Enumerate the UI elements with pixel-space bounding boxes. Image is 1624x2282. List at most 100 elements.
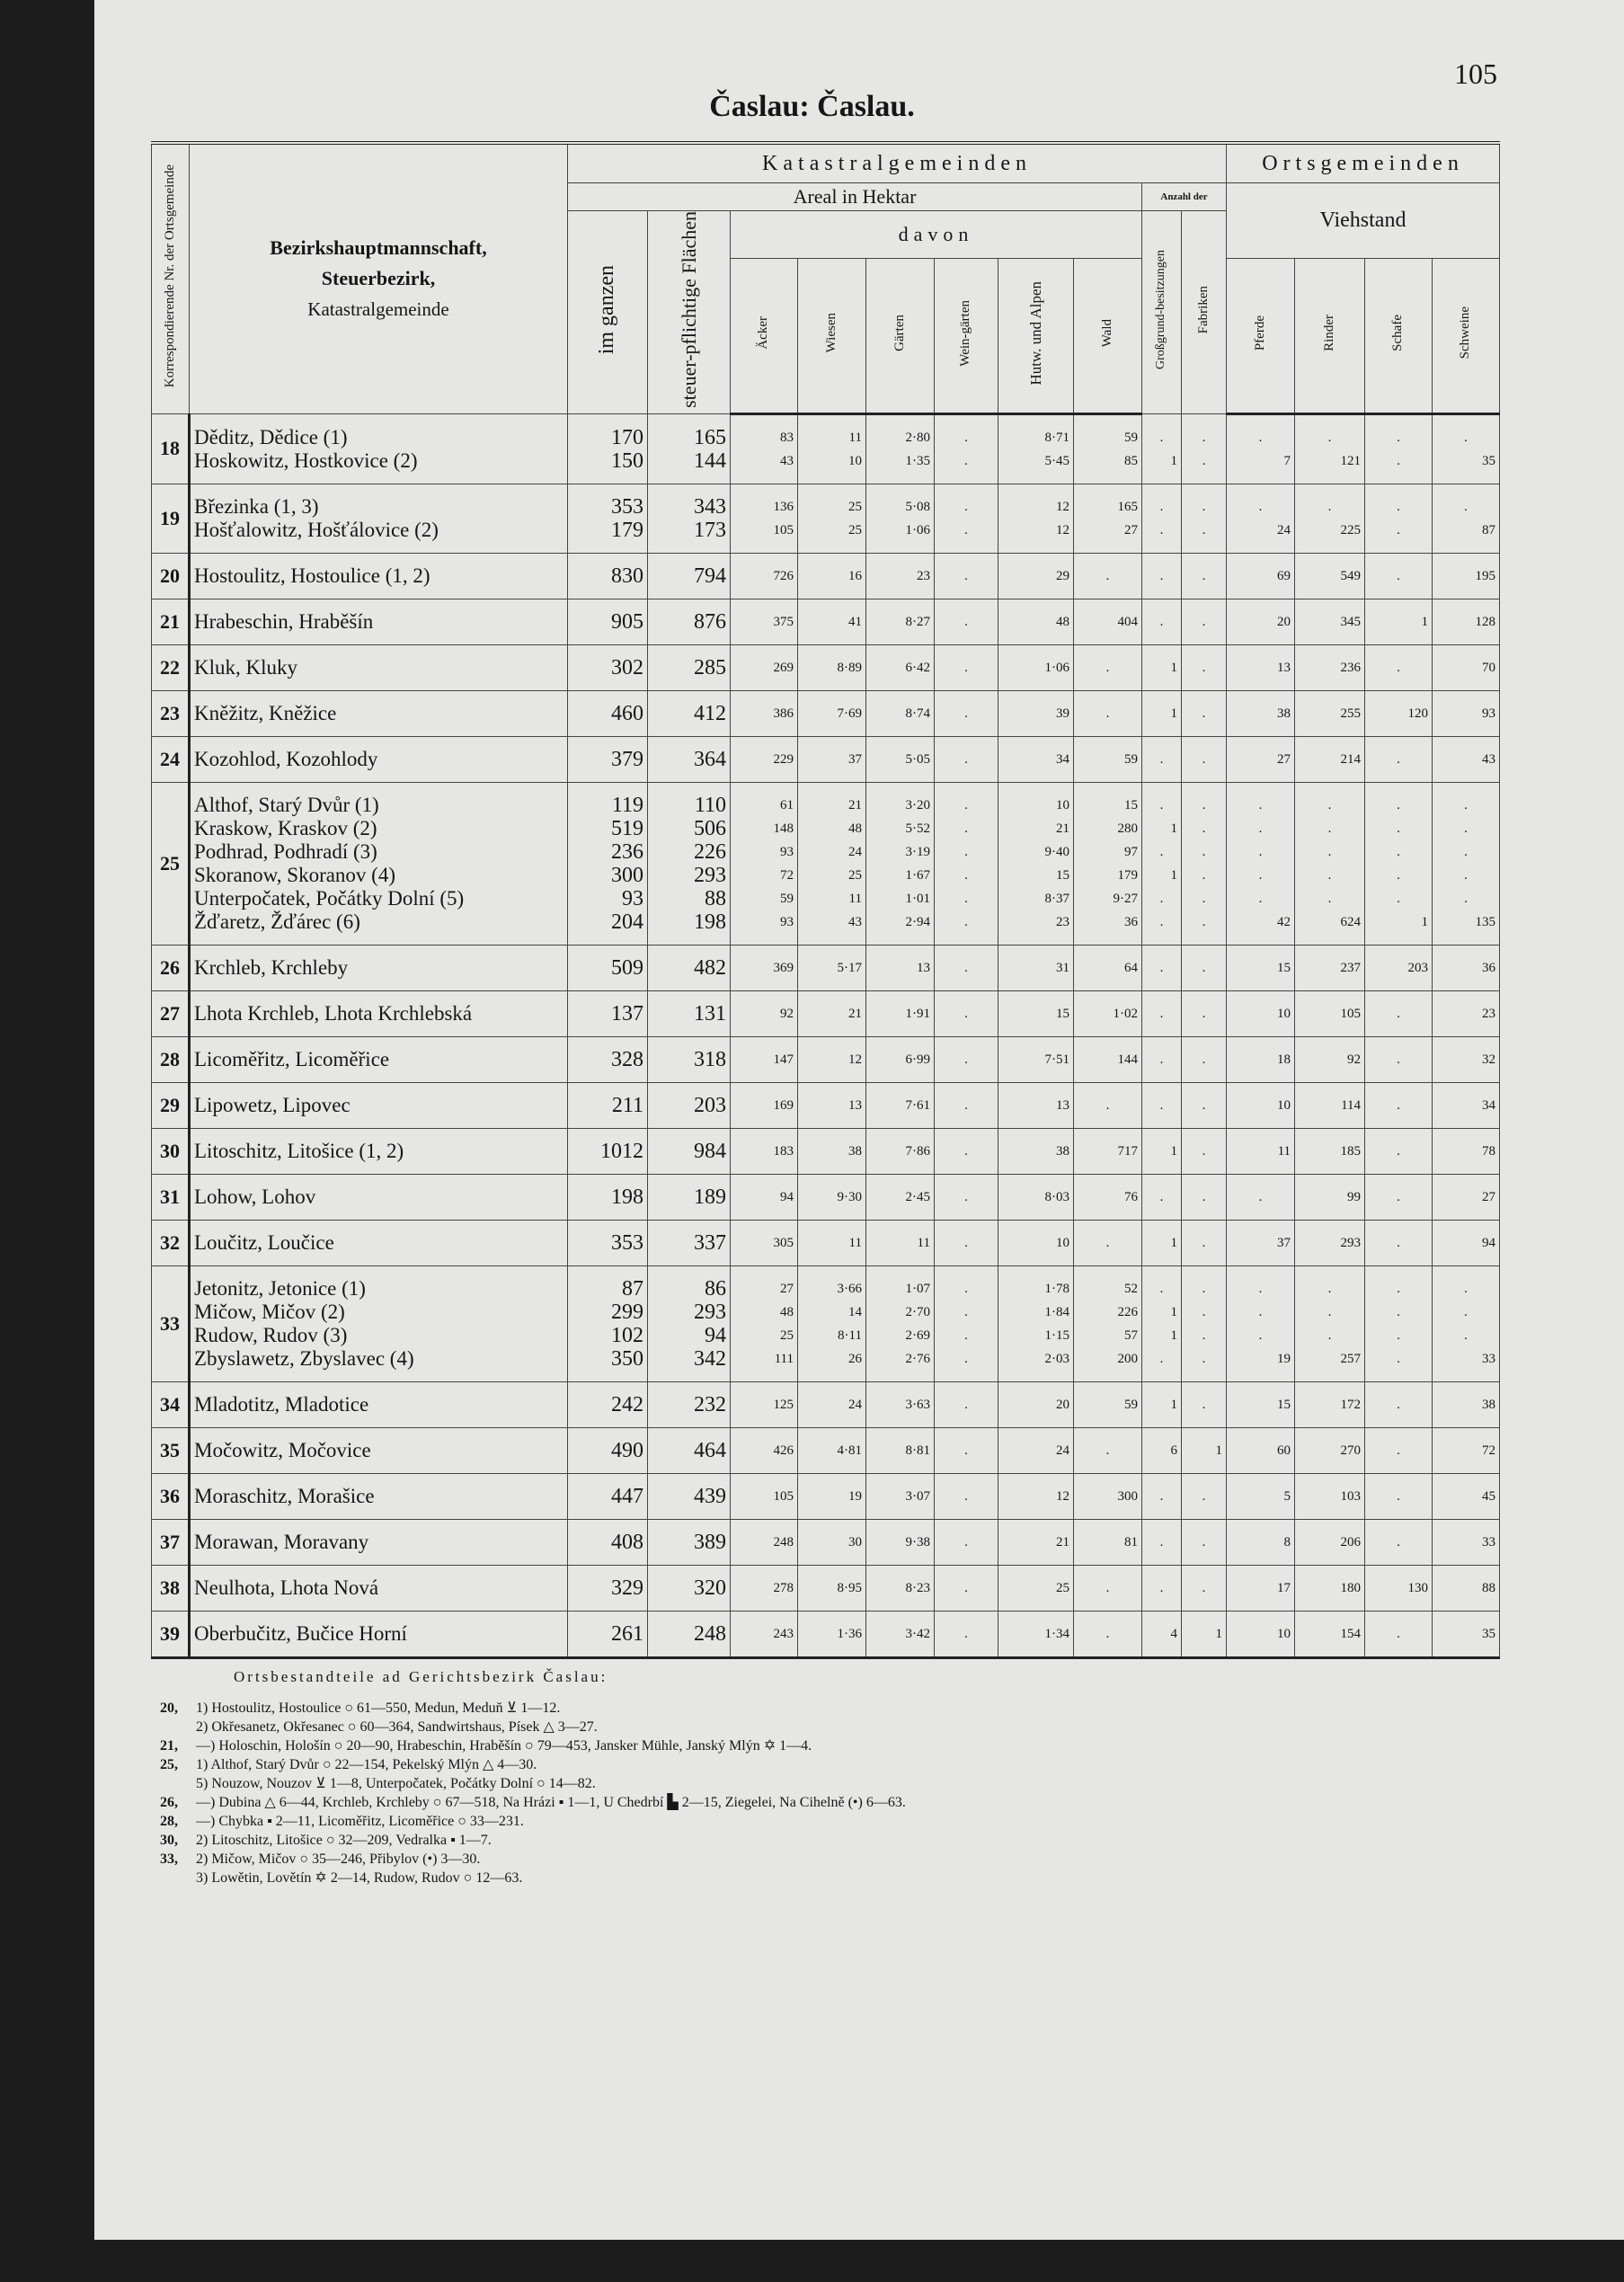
footnote-line: 2) Okřesanetz, Okřesanec ○ 60—364, Sandw… [160, 1718, 906, 1736]
table-cell: . [1141, 1174, 1182, 1221]
table-cell: 37 [797, 736, 866, 783]
table-cell: 23 [1432, 990, 1501, 1037]
table-cell: 94 [730, 1174, 798, 1221]
table-cell: 200 [1073, 1346, 1142, 1382]
table-cell: . [1141, 782, 1182, 817]
table-cell: . [1226, 1174, 1296, 1221]
ortsgemeinde-number: 18 [151, 413, 191, 484]
ortsgemeinde-number: 37 [151, 1519, 191, 1566]
column-header: Wein-gärten [934, 258, 998, 415]
table-cell: . [1073, 1082, 1142, 1129]
table-cell: . [1141, 886, 1182, 910]
table-cell: . [934, 413, 998, 449]
footnote-number: 33, [160, 1851, 178, 1867]
table-cell: 206 [1294, 1519, 1366, 1566]
table-cell: 232 [647, 1381, 731, 1428]
table-cell: 34 [998, 736, 1074, 783]
table-cell: 9·30 [797, 1174, 866, 1221]
table-row: 25 Althof, Starý Dvůr (1) 119 110 61 21 3·20. 1… [151, 782, 1501, 946]
table-cell: . [1294, 1323, 1366, 1347]
table-cell: . [934, 945, 998, 991]
table-cell: . [1180, 690, 1228, 737]
table-group: 31 Lohow, Lohov 198 189 94 9·30 2·45. 8·03 76...… [151, 1174, 1501, 1221]
table-cell: 10 [1226, 1082, 1296, 1129]
table-cell: 131 [647, 990, 731, 1037]
table-cell: 20 [998, 1381, 1074, 1428]
table-row: 39 Oberbučitz, Bučice Horní 261 248 243 1·36 3… [151, 1611, 1501, 1658]
footnote-text: —) Holoschin, Hološín ○ 20—90, Hrabeschi… [196, 1738, 812, 1754]
table-row: 26 Krchleb, Krchleby 509 482 369 5·17 13. 31 64.… [151, 945, 1501, 991]
header-text: Wein-gärten [958, 299, 973, 367]
table-cell: 24 [1226, 518, 1296, 554]
table-cell: 5·17 [797, 945, 866, 991]
table-cell: 183 [730, 1128, 798, 1175]
table-cell: 94 [647, 1323, 731, 1347]
katastralgemeinde-name: Licoměřitz, Licoměřice [189, 1036, 568, 1083]
table-cell: 15 [998, 990, 1074, 1037]
table-cell: 165 [1073, 484, 1142, 519]
table-cell: 7·61 [865, 1082, 935, 1129]
table-cell: 36 [1432, 945, 1501, 991]
table-cell: 3·19 [865, 839, 935, 864]
table-cell: . [934, 1565, 998, 1612]
table-cell: 14 [797, 1300, 866, 1324]
table-cell: 105 [730, 518, 798, 554]
table-cell: 10 [797, 448, 866, 484]
header-text: Bezirkshauptmannschaft, [270, 236, 487, 260]
table-cell: . [1141, 1519, 1182, 1566]
table-cell: 345 [1294, 599, 1366, 645]
footnote-text: 2) Mičow, Mičov ○ 35—246, Přibylov (•) 3… [196, 1851, 481, 1867]
table-cell: 3·20 [865, 782, 935, 817]
column-header: Schweine [1432, 258, 1501, 415]
table-cell: . [1141, 599, 1182, 645]
table-cell: 26 [797, 1346, 866, 1382]
table-cell: . [1180, 1565, 1228, 1612]
table-cell: 189 [647, 1174, 731, 1221]
table-cell: . [1226, 816, 1296, 840]
table-row: 37 Morawan, Moravany 408 389 248 30 9·38. 21 81.… [151, 1519, 1501, 1566]
katastralgemeinde-name: Jetonitz, Jetonice (1) [189, 1265, 568, 1301]
katastralgemeinde-name: Oberbučitz, Bučice Horní [189, 1611, 568, 1658]
table-cell: . [1364, 1300, 1433, 1324]
table-cell: . [1364, 448, 1433, 484]
table-cell: 7·69 [797, 690, 866, 737]
table-cell: . [1226, 839, 1296, 864]
katastralgemeinde-name: Hostoulitz, Hostoulice (1, 2) [189, 553, 568, 599]
table-row: 38 Neulhota, Lhota Nová 329 320 278 8·95 8·23.… [151, 1565, 1501, 1612]
table-row: Zbyslawetz, Zbyslavec (4) 350 342 111 26 2·76… [152, 1346, 1501, 1382]
table-group: 39 Oberbučitz, Bučice Horní 261 248 243 1·36 3… [151, 1611, 1501, 1658]
table-cell: 408 [567, 1519, 648, 1566]
table-cell: . [934, 1427, 998, 1474]
ortsgemeinde-number: 19 [151, 484, 191, 554]
table-cell: 27 [730, 1265, 798, 1301]
table-cell: 1 [1141, 863, 1182, 887]
table-cell: 2·94 [865, 910, 935, 946]
table-cell: 17 [1226, 1565, 1296, 1612]
table-cell: 1 [1141, 690, 1182, 737]
table-cell: . [934, 1082, 998, 1129]
table-row: 18 Děditz, Dědice (1) 170 165 83 11 2·80. 8·71 5… [151, 413, 1501, 484]
table-group: 21 Hrabeschin, Hraběšín 905 876 375 41 8·27. 48… [151, 599, 1501, 645]
table-cell: . [1180, 910, 1228, 946]
table-cell: 39 [998, 690, 1074, 737]
table-cell: . [934, 1128, 998, 1175]
table-cell: 905 [567, 599, 648, 645]
katastralgemeinde-name: Loučitz, Loučice [189, 1220, 568, 1266]
table-cell: . [934, 1174, 998, 1221]
table-cell: . [1073, 1565, 1142, 1612]
table-cell: . [1364, 1346, 1433, 1382]
footnote-number: 30, [160, 1833, 178, 1848]
table-cell: 8·03 [998, 1174, 1074, 1221]
table-cell: 257 [1294, 1346, 1366, 1382]
table-cell: 25 [797, 863, 866, 887]
table-cell: 2·76 [865, 1346, 935, 1382]
footnote-text: 2) Litoschitz, Litošice ○ 32—209, Vedral… [196, 1833, 492, 1848]
katastralgemeinde-name: Krchleb, Krchleby [189, 945, 568, 991]
table-cell: . [934, 484, 998, 519]
table-cell: 120 [1364, 690, 1433, 737]
table-cell: . [1226, 782, 1296, 817]
column-header: Hutw. und Alpen [998, 258, 1074, 415]
table-cell: 6·42 [865, 644, 935, 691]
table-cell: . [1364, 1519, 1433, 1566]
table-cell: 24 [797, 839, 866, 864]
